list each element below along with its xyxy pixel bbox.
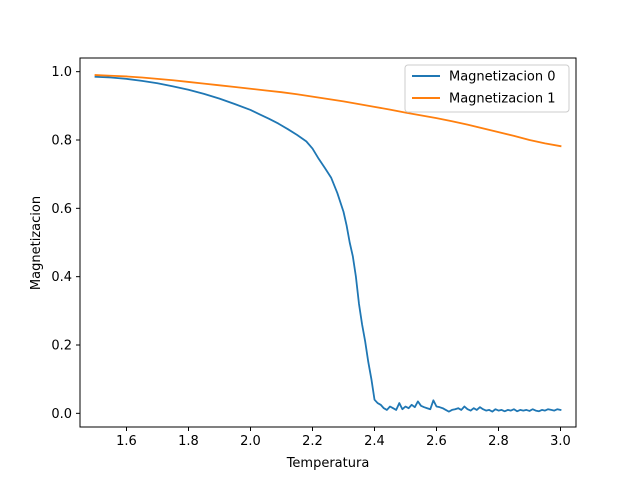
legend-label-series-0: Magnetizacion 0 — [449, 70, 556, 85]
y-tick-label: 0.4 — [51, 270, 72, 285]
legend-label-series-1: Magnetizacion 1 — [449, 92, 556, 107]
series-line-1 — [94, 74, 562, 148]
x-tick-label: 2.2 — [302, 434, 323, 449]
x-tick-label: 3.0 — [550, 434, 571, 449]
y-tick-label: 0.6 — [51, 202, 72, 217]
x-tick-label: 2.8 — [488, 434, 509, 449]
x-axis: 1.6 1.8 2.0 2.2 2.4 2.6 2.8 3.0 — [116, 427, 571, 449]
y-axis: 0.0 0.2 0.4 0.6 0.8 1.0 — [51, 65, 80, 422]
x-tick-label: 1.6 — [116, 434, 137, 449]
x-tick-label: 2.4 — [364, 434, 385, 449]
plot-frame — [79, 57, 577, 428]
y-tick-label: 0.2 — [51, 339, 72, 354]
y-tick-label: 0.8 — [51, 134, 72, 149]
y-axis-label: Magnetizacion — [29, 196, 44, 290]
x-axis-label: Temperatura — [286, 456, 370, 471]
series-line-0 — [94, 75, 562, 413]
legend: Magnetizacion 0 Magnetizacion 1 — [404, 64, 570, 113]
series-lines — [94, 74, 562, 413]
x-tick-label: 2.6 — [426, 434, 447, 449]
legend-box — [404, 64, 570, 113]
x-tick-label: 1.8 — [178, 434, 199, 449]
x-tick-label: 2.0 — [240, 434, 261, 449]
y-tick-label: 0.0 — [51, 407, 72, 422]
y-tick-label: 1.0 — [51, 65, 72, 80]
